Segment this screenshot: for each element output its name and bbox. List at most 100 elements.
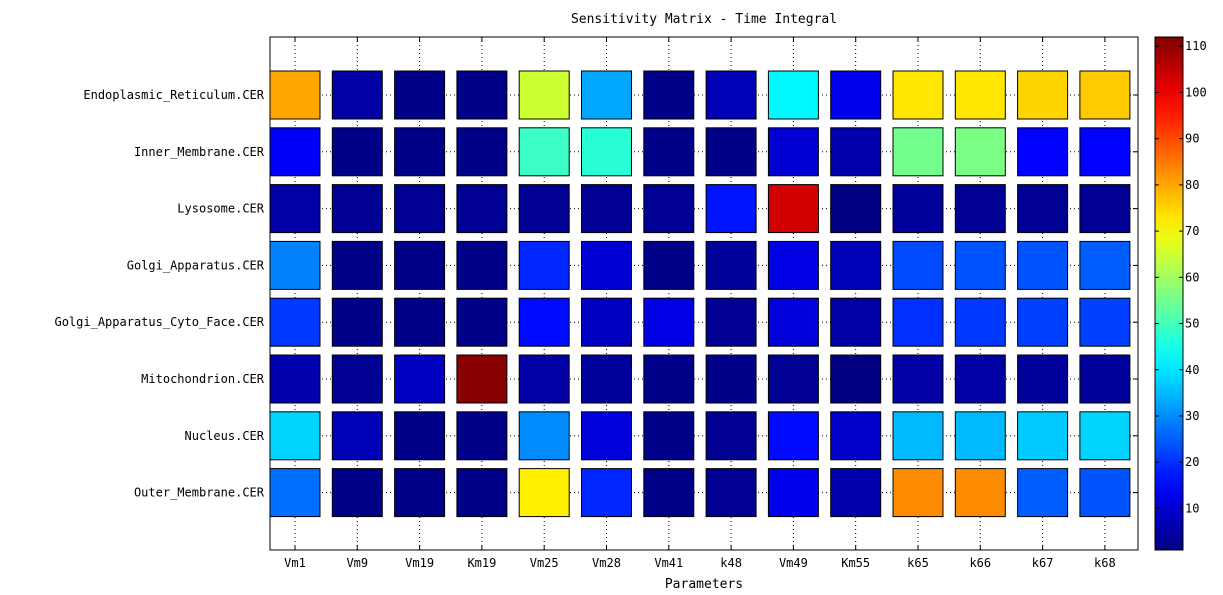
heatmap-cell: [1017, 411, 1069, 461]
heatmap-cell: [892, 297, 944, 347]
colorbar-tick-label: 70: [1185, 224, 1199, 238]
heatmap-cell: [1017, 184, 1069, 234]
column-label: k67: [1032, 556, 1054, 570]
heatmap-cell: [518, 411, 570, 461]
heatmap-cell: [394, 354, 446, 404]
heatmap-cell: [705, 297, 757, 347]
heatmap-cell: [705, 411, 757, 461]
colorbar-tick-label: 20: [1185, 455, 1199, 469]
column-label: Vm19: [405, 556, 434, 570]
heatmap-cell: [331, 354, 383, 404]
column-label: Vm25: [530, 556, 559, 570]
column-label: Vm1: [284, 556, 306, 570]
heatmap-cell: [518, 184, 570, 234]
column-label: k65: [907, 556, 929, 570]
colorbar-tick-label: 90: [1185, 132, 1199, 146]
heatmap-cell: [643, 411, 695, 461]
heatmap-cell: [581, 354, 632, 404]
x-axis-label: Parameters: [665, 577, 743, 592]
heatmap-cell: [643, 297, 695, 347]
heatmap-cell: [830, 468, 882, 518]
row-label: Golgi_Apparatus.CER: [127, 258, 265, 272]
heatmap-cell: [954, 127, 1006, 177]
heatmap-cell: [830, 411, 882, 461]
heatmap-cell: [581, 297, 632, 347]
row-labels: Endoplasmic_Reticulum.CER Inner_Membrane.…: [54, 88, 264, 500]
heatmap-cell: [705, 240, 757, 290]
heatmap-cell: [643, 184, 695, 234]
heatmap-cell: [1079, 468, 1131, 518]
column-label: k68: [1094, 556, 1116, 570]
heatmap-cell: [954, 468, 1006, 518]
heatmap-cell: [1079, 297, 1131, 347]
heatmap-cell: [581, 184, 632, 234]
heatmap-cell: [892, 240, 944, 290]
heatmap-cell: [394, 127, 446, 177]
heatmap-cell: [954, 354, 1006, 404]
heatmap-cell: [1079, 184, 1131, 234]
heatmap-cell: [1017, 240, 1069, 290]
heatmap-cell: [892, 184, 944, 234]
heatmap-cell: [705, 70, 757, 120]
heatmap-cell: [1017, 468, 1069, 518]
heatmap-cell: [456, 354, 508, 404]
heatmap-cell: [456, 468, 508, 518]
colorbar-tick-label: 80: [1185, 178, 1199, 192]
column-label: Km55: [841, 556, 870, 570]
heatmap-cell: [394, 70, 446, 120]
heatmap-cell: [1079, 70, 1131, 120]
colorbar-tick-label: 100: [1185, 85, 1207, 99]
heatmap-cell: [892, 468, 944, 518]
colorbar-ticks: 10 20 30 40 50 60 70 80 90 100 110: [1155, 39, 1207, 515]
heatmap-cell: [892, 127, 944, 177]
heatmap-cell: [1017, 127, 1069, 177]
heatmap-cell: [1079, 354, 1131, 404]
heatmap-cells: [269, 70, 1131, 518]
heatmap-cell: [269, 354, 321, 404]
column-labels: Vm1 Vm9 Vm19 Km19 Vm25 Vm28 Vm41 k48 Vm49 Km55 k65…: [284, 556, 1116, 570]
heatmap-cell: [518, 354, 570, 404]
heatmap-cell: [394, 468, 446, 518]
heatmap-cell: [830, 297, 882, 347]
heatmap-cell: [767, 184, 819, 234]
heatmap-cell: [643, 240, 695, 290]
heatmap-cell: [643, 70, 695, 120]
heatmap-cell: [767, 297, 819, 347]
heatmap-cell: [456, 240, 508, 290]
heatmap-cell: [518, 127, 570, 177]
heatmap-cell: [643, 354, 695, 404]
colorbar-tick-label: 60: [1185, 270, 1199, 284]
heatmap-cell: [394, 297, 446, 347]
colorbar-tick-label: 30: [1185, 409, 1199, 423]
column-label: Vm28: [592, 556, 621, 570]
heatmap-cell: [830, 184, 882, 234]
heatmap-cell: [518, 240, 570, 290]
heatmap-cell: [1079, 240, 1131, 290]
row-label: Lysosome.CER: [177, 202, 264, 216]
heatmap-cell: [767, 354, 819, 404]
heatmap-cell: [331, 468, 383, 518]
column-label: k66: [969, 556, 991, 570]
heatmap-cell: [581, 411, 632, 461]
heatmap-cell: [331, 240, 383, 290]
heatmap-cell: [892, 354, 944, 404]
heatmap-cell: [581, 240, 632, 290]
heatmap-cell: [456, 411, 508, 461]
heatmap-cell: [1079, 127, 1131, 177]
heatmap-cell: [892, 70, 944, 120]
heatmap-cell: [954, 70, 1006, 120]
heatmap-cell: [269, 240, 321, 290]
heatmap-cell: [331, 127, 383, 177]
chart-title: Sensitivity Matrix - Time Integral: [571, 12, 837, 27]
heatmap-cell: [394, 411, 446, 461]
heatmap-cell: [705, 354, 757, 404]
column-label: Km19: [467, 556, 496, 570]
heatmap-cell: [394, 184, 446, 234]
colorbar-tick-label: 50: [1185, 317, 1199, 331]
heatmap-cell: [394, 240, 446, 290]
heatmap-cell: [269, 411, 321, 461]
row-label: Mitochondrion.CER: [141, 372, 265, 386]
row-label: Endoplasmic_Reticulum.CER: [83, 88, 264, 102]
heatmap-cell: [456, 127, 508, 177]
